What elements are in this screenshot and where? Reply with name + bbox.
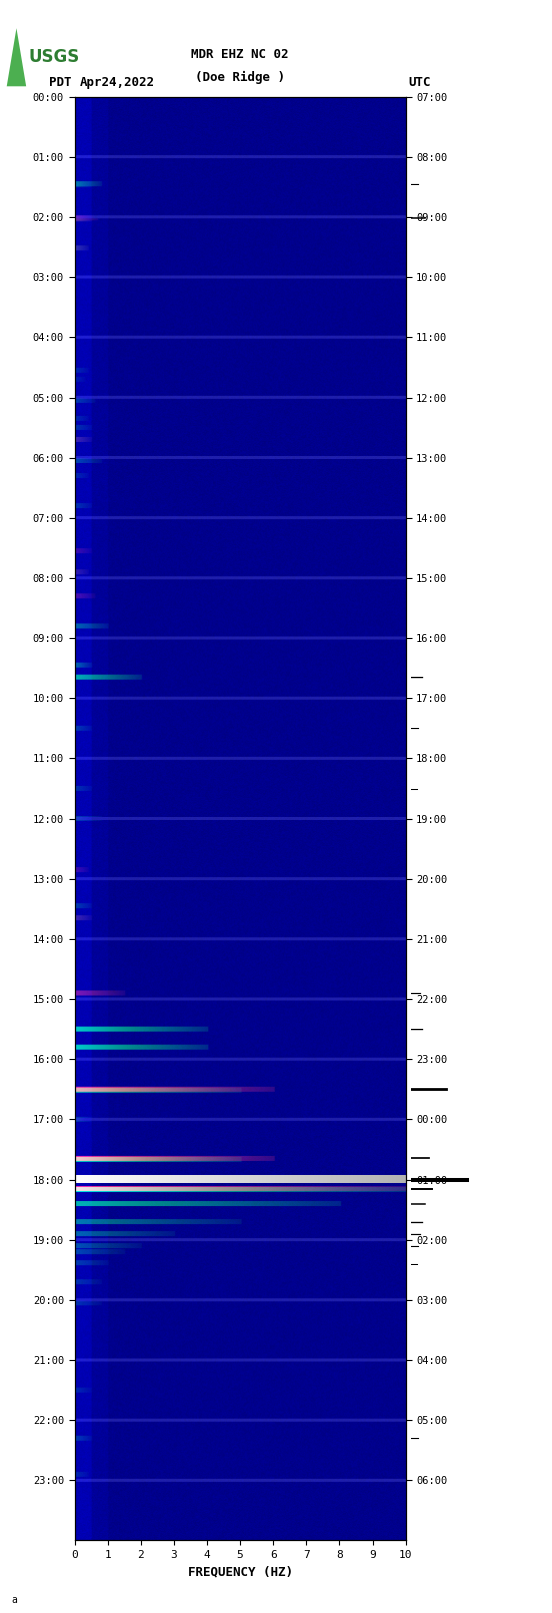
Text: Apr24,2022: Apr24,2022 xyxy=(80,76,155,89)
Text: PDT: PDT xyxy=(49,76,72,89)
Text: MDR EHZ NC 02: MDR EHZ NC 02 xyxy=(192,48,289,61)
Text: (Doe Ridge ): (Doe Ridge ) xyxy=(195,71,285,84)
Text: UTC: UTC xyxy=(408,76,431,89)
Polygon shape xyxy=(7,29,26,87)
X-axis label: FREQUENCY (HZ): FREQUENCY (HZ) xyxy=(188,1566,293,1579)
Text: a: a xyxy=(11,1595,17,1605)
Text: USGS: USGS xyxy=(29,48,80,66)
